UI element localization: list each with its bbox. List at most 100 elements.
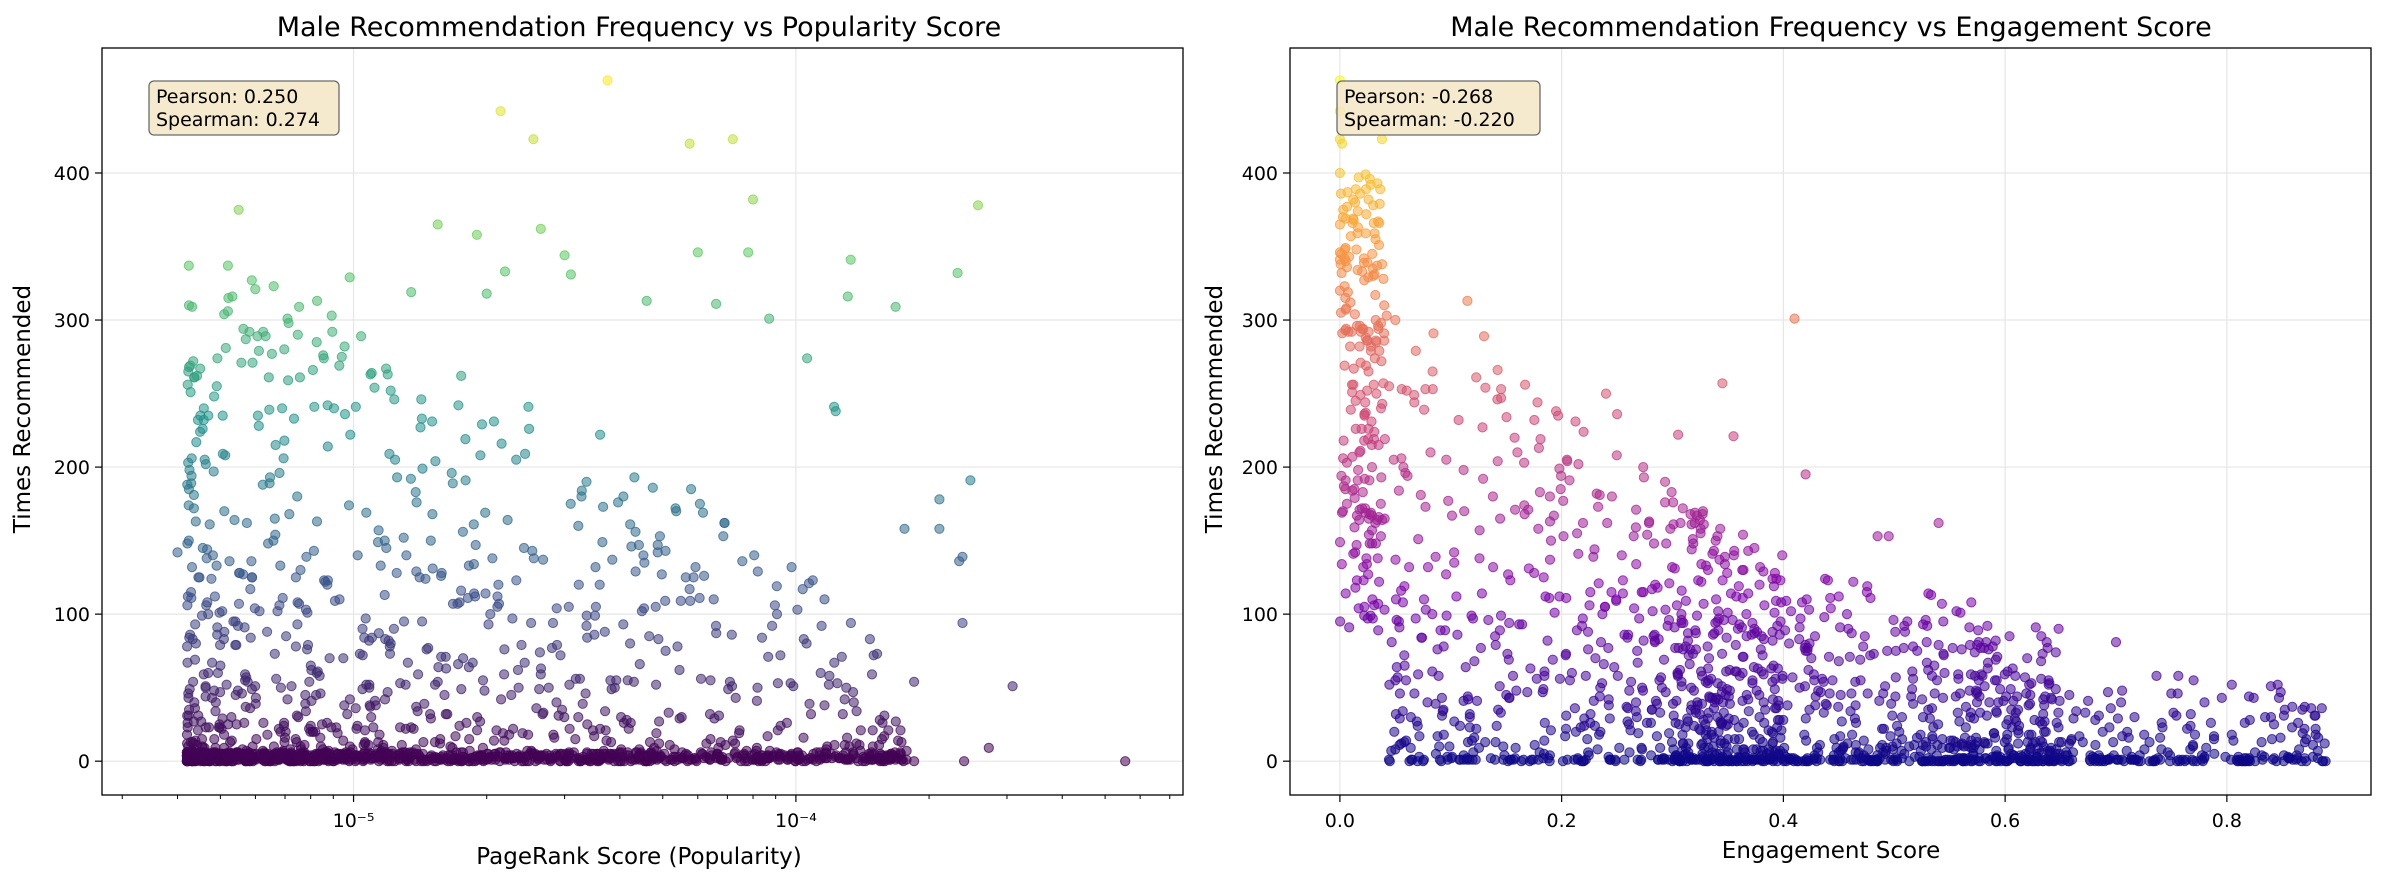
- scatter-point: [1366, 416, 1377, 427]
- scatter-point: [1525, 663, 1536, 674]
- scatter-point: [1945, 754, 1956, 765]
- scatter-point: [685, 595, 696, 607]
- scatter-point: [1883, 531, 1894, 542]
- scatter-point: [1556, 470, 1567, 481]
- scatter-point: [262, 626, 273, 637]
- scatter-point: [1446, 510, 1458, 521]
- scatter-point: [1827, 675, 1838, 686]
- scatter-point: [1800, 713, 1811, 724]
- scatter-point: [1384, 756, 1395, 767]
- scatter-point: [1378, 378, 1389, 389]
- scatter-point: [1487, 491, 1499, 502]
- scatter-point: [1561, 592, 1572, 604]
- scatter-point: [429, 737, 441, 748]
- scatter-point: [499, 644, 510, 655]
- scatter-point: [1538, 572, 1549, 583]
- scatter-point: [197, 542, 208, 554]
- scatter-point: [495, 106, 506, 117]
- scatter-point: [1430, 551, 1441, 562]
- scatter-point: [1933, 517, 1944, 529]
- right-chart-title: Male Recommendation Frequency vs Engagem…: [1450, 12, 2211, 43]
- scatter-point: [1624, 747, 1635, 758]
- scatter-point: [1466, 735, 1478, 746]
- scatter-point: [205, 748, 216, 759]
- scatter-point: [1422, 562, 1434, 573]
- scatter-point: [238, 323, 249, 334]
- scatter-point: [1418, 594, 1430, 605]
- scatter-point: [549, 732, 560, 743]
- scatter-point: [279, 344, 290, 355]
- scatter-point: [1698, 519, 1709, 530]
- scatter-point: [293, 751, 304, 762]
- scatter-point: [1716, 681, 1727, 692]
- scatter-point: [300, 604, 312, 615]
- scatter-point: [1529, 567, 1540, 579]
- scatter-point: [480, 507, 491, 518]
- scatter-point: [1690, 628, 1701, 639]
- scatter-point: [1698, 598, 1709, 609]
- scatter-point: [492, 601, 503, 612]
- scatter-point: [468, 559, 479, 570]
- x-tick-label: 0.8: [2212, 810, 2242, 832]
- scatter-point: [1349, 309, 1361, 320]
- scatter-point: [634, 754, 645, 765]
- scatter-point: [344, 694, 355, 705]
- scatter-point: [1120, 756, 1131, 767]
- x-tick-label: 0.6: [1990, 810, 2020, 832]
- scatter-point: [1594, 691, 1605, 702]
- left-chart-spearman: Spearman: 0.274: [156, 109, 320, 131]
- scatter-point: [594, 579, 605, 590]
- scatter-point: [283, 375, 294, 386]
- scatter-point: [2080, 707, 2091, 718]
- scatter-point: [1540, 591, 1551, 602]
- scatter-point: [1528, 754, 1539, 765]
- scatter-point: [2134, 750, 2145, 761]
- left-chart-xlabel: PageRank Score (Popularity): [476, 844, 801, 870]
- scatter-point: [312, 666, 323, 677]
- scatter-point: [1369, 228, 1380, 239]
- scatter-point: [2155, 732, 2166, 743]
- scatter-point: [1335, 616, 1346, 627]
- scatter-point: [1572, 528, 1583, 539]
- left-chart: Male Recommendation Frequency vs Popular…: [10, 12, 1184, 870]
- scatter-point: [427, 416, 438, 427]
- scatter-point: [456, 370, 467, 381]
- scatter-point: [456, 684, 467, 695]
- scatter-point: [884, 750, 895, 761]
- scatter-point: [829, 739, 840, 751]
- scatter-point: [2117, 685, 2128, 696]
- scatter-point: [1975, 707, 1986, 718]
- scatter-point: [1724, 698, 1736, 709]
- scatter-point: [1593, 501, 1604, 512]
- scatter-point: [1504, 617, 1515, 629]
- scatter-point: [2297, 728, 2308, 739]
- scatter-point: [1617, 588, 1629, 599]
- scatter-point: [1756, 631, 1767, 642]
- scatter-point: [1733, 581, 1744, 592]
- scatter-point: [336, 351, 347, 362]
- scatter-point: [2319, 738, 2330, 749]
- scatter-point: [427, 508, 438, 520]
- scatter-point: [893, 735, 904, 746]
- scatter-point: [534, 684, 545, 695]
- scatter-point: [2024, 698, 2036, 709]
- x-tick-label: 0.4: [1768, 810, 1798, 832]
- scatter-point: [1682, 716, 1694, 727]
- scatter-point: [480, 588, 491, 599]
- scatter-point: [2038, 741, 2049, 752]
- scatter-point: [804, 698, 815, 709]
- scatter-point: [2101, 754, 2112, 765]
- scatter-point: [535, 663, 547, 674]
- scatter-point: [934, 494, 945, 505]
- scatter-point: [383, 635, 394, 646]
- scatter-point: [1474, 553, 1485, 564]
- scatter-point: [2050, 647, 2061, 658]
- scatter-point: [211, 381, 222, 392]
- scatter-point: [186, 478, 197, 489]
- scatter-point: [622, 675, 633, 686]
- scatter-point: [318, 353, 329, 364]
- scatter-point: [264, 472, 276, 483]
- scatter-point: [219, 506, 230, 517]
- scatter-point: [1337, 138, 1348, 149]
- scatter-point: [1766, 663, 1777, 674]
